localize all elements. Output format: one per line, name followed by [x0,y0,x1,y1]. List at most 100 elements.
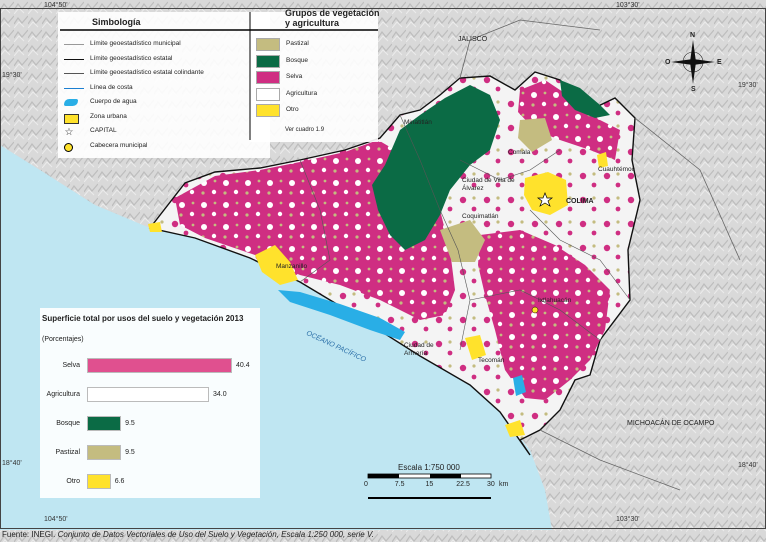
source-prefix: Fuente: INEGI. [2,530,56,539]
urban-cuauhtemoc [597,152,608,168]
selva-area-east [478,230,610,400]
pastizal-area [440,220,485,262]
vegetation-label: Bosque [286,56,309,64]
scale-unit: km [499,481,509,488]
symbology-label: Zona urbana [90,112,127,120]
bar-value-label: 9.5 [125,449,135,456]
vegetation-label: Pastizal [286,40,309,47]
bar-selva [87,358,232,373]
urban-colima [524,172,568,215]
bar-otro [87,474,111,489]
symbology-label: Cuerpo de agua [90,98,137,105]
source-note: Fuente: INEGI. Conjunto de Datos Vectori… [2,530,374,539]
vegetation-label: Selva [286,73,303,80]
label-ixtlahuacan: Ixtlahuacán [538,297,572,304]
label-minatitlan: Minatitlán [404,119,432,126]
label-tecoman: Tecomán [478,357,505,364]
bar-value-label: 9.5 [125,420,135,427]
vegetation-swatch [256,104,280,117]
label-villa-alvarez: Ciudad de Villa de Álvarez [462,177,515,192]
symbology-label: Línea de costa [90,83,133,91]
compass-e: E [717,59,722,66]
bosque-area [372,85,500,250]
label-jalisco: JALISCO [458,36,488,43]
bar-category-label: Selva [62,362,80,369]
coord-bottom-left: 104°50' [44,516,68,523]
symbology-label: Límite geoestadístico estatal colindante [90,69,204,76]
source-text: Conjunto de Datos Vectoriales de Uso del… [57,530,374,539]
bar-value-label: 6.6 [114,478,125,485]
symbology-symbol-dot [64,142,73,152]
symbology-symbol-urban [64,113,79,124]
label-michoacan: MICHOACÁN DE OCAMPO [627,420,715,427]
bar-value-label: 40.4 [236,362,250,369]
chart-panel [40,308,260,498]
vegetation-legend-note: Ver cuadro 1.9 [285,127,325,133]
label-coquimatlan: Coquimatlán [462,213,499,220]
symbology-symbol-line-gray [64,44,84,45]
vegetation-swatch [256,87,280,101]
compass-s: S [691,86,696,93]
symbology-label: Límite geoestadístico municipal [90,40,181,47]
bar-category-label: Agricultura [46,391,80,398]
vegetation-label: Otro [286,106,299,113]
bar-pastizal [87,445,122,460]
water-body-cuyutlan [278,290,405,340]
bar-value-label: 34.0 [213,391,227,398]
symbology-symbol-line-blue [64,87,84,89]
selva-area-north [518,80,620,160]
scale-bar-graphic [367,473,492,499]
bar-agricultura [87,387,210,402]
coord-right-lower: 18°40' [738,462,758,469]
label-comala: Comala [508,149,531,156]
vegetation-swatch [256,71,280,84]
label-manzanillo: Manzanillo [276,263,308,270]
coord-right-upper: 19°30' [738,82,758,89]
scale-tick-label: 22.5 [456,481,470,488]
vegetation-label: Agricultura [286,89,318,97]
scale-label: Escala 1:750 000 [398,463,460,472]
label-cuauhtemoc: Cuauhtémoc [598,166,635,173]
vegetation-swatch [256,38,280,51]
coord-left-lower: 18°40' [2,460,22,467]
label-armeria: Ciudad de Armería [404,342,434,357]
scale-tick-label: 15 [425,481,434,488]
vegetation-legend-title: Grupos de vegetación y agricultura [285,8,380,28]
bar-category-label: Pastizal [55,449,80,456]
municipal-boundaries [299,114,631,351]
colindant-state-line [459,19,741,491]
bar-bosque [87,416,122,431]
coord-bottom-right: 103°30' [616,516,640,523]
urban-coast-se [505,420,525,437]
bar-category-label: Otro [66,478,80,485]
dot-ixtlahuacan [531,306,539,314]
coord-top-left: 104°50' [44,2,68,9]
compass-n: N [690,32,696,39]
symbology-symbol-line-dark [64,73,84,74]
symbology-title: Simbología [92,17,141,27]
symbology-symbol-star: ☆ [64,127,74,138]
coord-left-upper: 19°30' [2,72,22,79]
bar-category-label: Bosque [56,420,80,427]
coord-top-right: 103°30' [616,2,640,9]
compass-rose [671,40,715,84]
vegetation-swatch [256,54,280,68]
scale-tick-label: 30 [487,481,495,488]
symbology-panel [58,12,270,158]
urban-manzanillo [255,245,298,285]
pastizal-area-2 [518,118,552,152]
urban-tecoman [465,335,486,360]
urban-coast-w [148,222,162,232]
symbology-label: CAPITAL [90,127,117,134]
scale-tick-label: 7.5 [394,481,405,488]
scale-tick-label: 0 [364,481,368,488]
symbology-symbol-line-black [64,58,84,60]
symbology-label: Límite geoestadístico estatal [90,54,173,62]
water-body-east [513,375,526,396]
chart-title: Superficie total por usos del suelo y ve… [42,314,244,323]
symbology-label: Cabecera municipal [90,141,148,149]
symbology-symbol-water [64,99,78,106]
capital-star [536,192,554,207]
label-colima: COLIMA [566,198,594,205]
